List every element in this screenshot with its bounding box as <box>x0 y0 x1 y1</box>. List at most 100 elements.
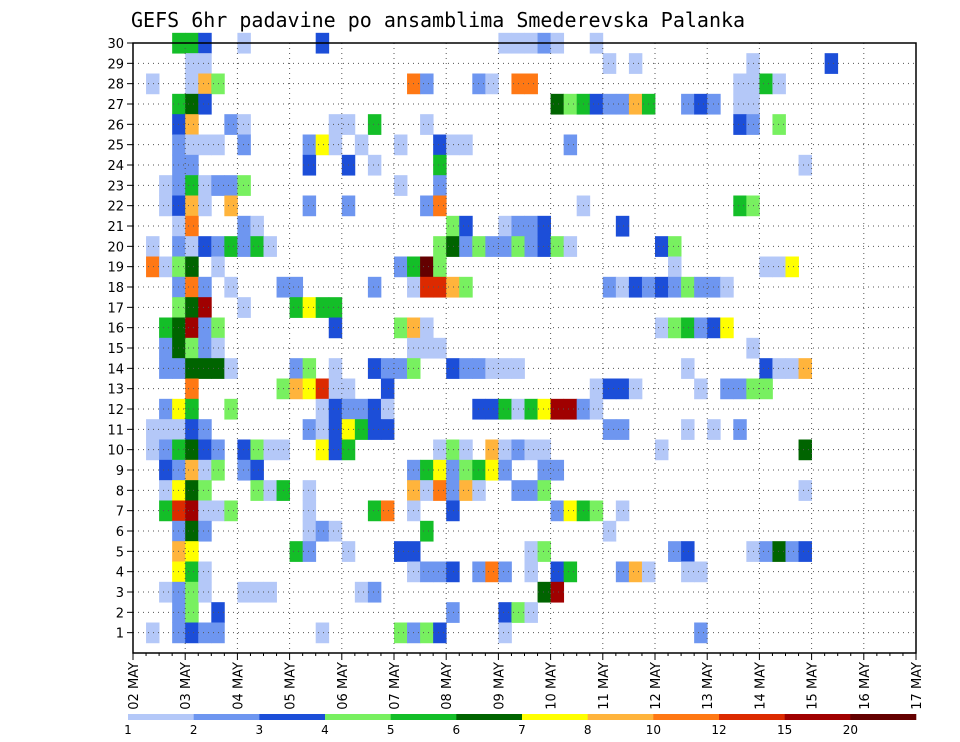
y-tick-label: 18 <box>107 281 124 296</box>
heatmap-cell <box>485 236 499 257</box>
heatmap-cell <box>615 93 630 115</box>
y-tick-label: 12 <box>107 403 124 418</box>
y-tick-label: 23 <box>107 179 124 194</box>
heatmap-cell <box>146 236 160 257</box>
heatmap-cell <box>589 93 604 115</box>
y-tick-label: 6 <box>116 525 124 540</box>
x-tick-label: 14 MAY <box>753 662 768 710</box>
heatmap-cell <box>198 337 212 359</box>
heatmap-cell <box>315 622 330 644</box>
heatmap-cell <box>537 398 551 420</box>
heatmap-cell <box>198 134 212 156</box>
heatmap-cell <box>433 561 447 583</box>
heatmap-cell <box>159 419 173 440</box>
heatmap-cell <box>185 500 199 522</box>
heatmap-cell <box>798 439 812 461</box>
heatmap-cell <box>472 236 486 257</box>
heatmap-cell <box>185 358 199 379</box>
heatmap-cell <box>367 276 382 298</box>
heatmap-cell <box>198 561 212 583</box>
heatmap-cell <box>602 419 617 440</box>
heatmap-cell <box>602 93 617 115</box>
heatmap-cell <box>433 459 447 481</box>
heatmap-cell <box>394 175 408 196</box>
heatmap-cell <box>420 114 434 135</box>
heatmap-cell <box>250 439 264 461</box>
colorbar-swatch <box>325 714 391 720</box>
heatmap-cell <box>655 276 669 298</box>
heatmap-cell <box>772 256 786 278</box>
heatmap-cell <box>798 154 812 176</box>
heatmap-cell <box>459 134 473 156</box>
colorbar-swatch <box>390 714 457 720</box>
x-axis: 02 MAY 03 MAY 04 MAY 05 MAY 06 MAY 07 MAY 08 M… <box>127 653 925 710</box>
heatmap-cell <box>185 297 199 318</box>
heatmap-cell <box>315 419 330 440</box>
heatmap-cell <box>237 581 251 603</box>
heatmap-cell <box>420 561 434 583</box>
heatmap-cell <box>446 561 460 583</box>
heatmap-cell <box>459 276 473 298</box>
colorbar-label: 12 <box>711 723 726 737</box>
heatmap-cell <box>159 175 173 196</box>
heatmap-cell <box>524 398 538 420</box>
heatmap-cell <box>459 439 473 461</box>
heatmap-cell <box>354 134 369 156</box>
heatmap-cell <box>198 622 212 644</box>
heatmap-cell <box>563 93 578 115</box>
heatmap-cell <box>498 358 512 379</box>
y-tick-label: 17 <box>107 301 124 316</box>
y-tick-label: 3 <box>116 586 124 601</box>
heatmap-cell <box>185 93 199 115</box>
x-tick-label: 09 MAY <box>492 662 507 710</box>
heatmap-cell <box>759 378 773 400</box>
heatmap-cell <box>602 276 617 298</box>
heatmap-cell <box>720 378 734 400</box>
x-tick-label: 02 MAY <box>127 662 142 710</box>
heatmap-cell <box>420 459 434 481</box>
colorbar-swatch <box>784 714 851 720</box>
heatmap-cell <box>733 114 747 135</box>
colorbar-label: 1 <box>124 723 132 737</box>
y-tick-label: 9 <box>116 464 124 479</box>
heatmap-cell <box>328 358 343 379</box>
heatmap-cell <box>446 500 460 522</box>
y-tick-label: 24 <box>107 159 124 174</box>
heatmap-cell <box>146 439 160 461</box>
y-tick-label: 7 <box>116 505 124 520</box>
heatmap-cell <box>185 73 199 95</box>
heatmap-cell <box>302 520 317 542</box>
heatmap-cell <box>198 581 212 603</box>
y-axis: 1234567891011121314151617181920212223242… <box>107 37 133 642</box>
heatmap-cell <box>185 215 199 237</box>
y-tick-label: 30 <box>107 37 124 52</box>
heatmap-cell <box>237 459 251 481</box>
heatmap-cell <box>681 561 695 583</box>
heatmap-cell <box>615 215 630 237</box>
heatmap-cell <box>198 520 212 542</box>
y-tick-label: 2 <box>116 606 124 621</box>
heatmap-cell <box>615 419 630 440</box>
y-tick-label: 4 <box>116 566 124 581</box>
colorbar-label: 8 <box>584 723 592 737</box>
colorbar-label: 7 <box>518 723 526 737</box>
heatmap-cell <box>237 134 251 156</box>
heatmap-cell <box>198 317 212 339</box>
heatmap-cell <box>472 398 486 420</box>
heatmap-cell <box>485 439 499 461</box>
heatmap-cell <box>185 581 199 603</box>
heatmap-cell <box>198 297 212 318</box>
heatmap-cell <box>668 317 682 339</box>
heatmap-cell <box>159 480 173 501</box>
heatmap-cell <box>668 256 682 278</box>
x-tick-label: 05 MAY <box>284 662 299 710</box>
colorbar-label: 2 <box>190 723 198 737</box>
y-tick-label: 19 <box>107 261 124 276</box>
heatmap-cell <box>498 602 512 623</box>
heatmap-cell <box>250 236 264 257</box>
heatmap-cell <box>354 581 369 603</box>
heatmap-cell <box>524 73 538 95</box>
heatmap-cell <box>550 561 565 583</box>
heatmap-cell <box>302 480 317 501</box>
